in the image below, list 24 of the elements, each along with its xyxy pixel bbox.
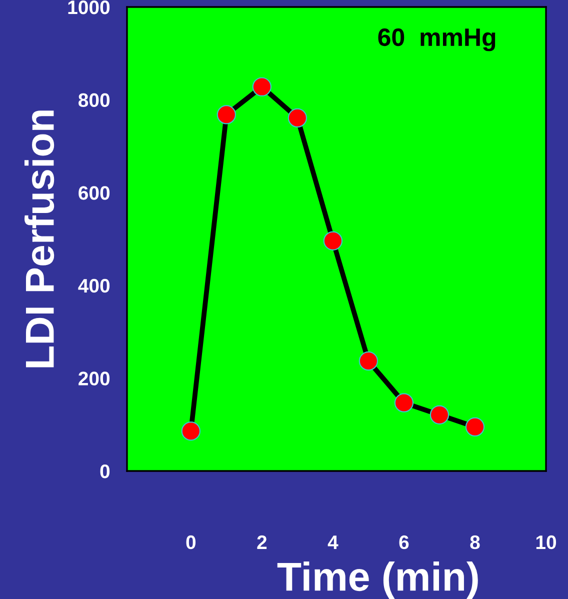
point <box>252 77 272 96</box>
x-tick-label: 10 <box>536 535 556 550</box>
point <box>216 105 236 124</box>
point <box>323 231 343 250</box>
x-tick-label: 6 <box>399 535 409 550</box>
y-tick-label: 1000 <box>68 0 110 14</box>
point <box>430 405 450 424</box>
y-tick-label: 600 <box>78 186 110 200</box>
point <box>394 393 414 412</box>
y-tick-label: 400 <box>78 278 110 293</box>
point <box>465 417 485 437</box>
point <box>181 421 201 441</box>
x-tick-label: 4 <box>328 536 338 549</box>
y-tick-label: 200 <box>78 372 110 386</box>
x-tick-label: 8 <box>470 535 480 550</box>
x-tick-label: 2 <box>257 535 267 549</box>
point <box>288 108 308 128</box>
x-tick-label: 0 <box>186 535 196 550</box>
y-tick-label: 0 <box>100 464 110 478</box>
x-axis-title: Time (min) <box>277 561 478 599</box>
annotation: 60 mmHg <box>378 28 496 52</box>
point <box>358 351 378 371</box>
y-tick-label: 800 <box>78 93 110 108</box>
y-axis-title: LDI Perfusion <box>24 110 54 368</box>
